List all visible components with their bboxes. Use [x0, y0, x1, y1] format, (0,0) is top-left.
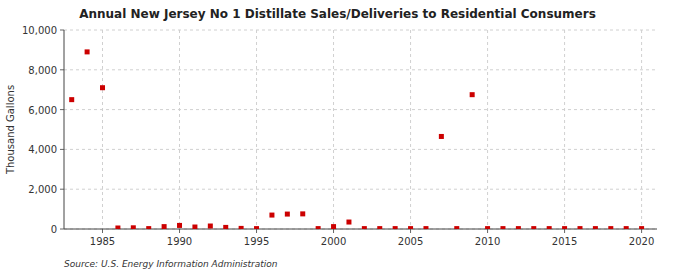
chart: Annual New Jersey No 1 Distillate Sales/… — [0, 0, 675, 275]
point — [346, 220, 351, 225]
y-tick — [60, 229, 64, 230]
x-tick — [641, 229, 642, 233]
y-grid-line — [64, 189, 657, 190]
y-tick-label: 10,000 — [22, 25, 57, 36]
y-axis-line — [64, 30, 65, 229]
point — [516, 226, 521, 229]
source-note: Source: U.S. Energy Information Administ… — [64, 259, 278, 269]
x-tick-label: 2005 — [398, 236, 423, 247]
x-grid-line — [256, 30, 257, 229]
y-tick — [60, 30, 64, 31]
y-axis-label: Thousand Gallons — [5, 85, 16, 175]
x-grid-line — [333, 30, 334, 229]
point — [408, 226, 413, 229]
point — [485, 226, 490, 229]
x-grid-line — [641, 30, 642, 229]
x-axis-line — [64, 229, 657, 230]
point — [131, 225, 136, 229]
point — [223, 225, 228, 229]
y-grid-line — [64, 149, 657, 150]
point — [285, 212, 290, 217]
point — [470, 92, 475, 97]
point — [362, 226, 367, 229]
point — [547, 226, 552, 229]
point — [562, 226, 567, 229]
x-grid-line — [102, 30, 103, 229]
x-grid-line — [410, 30, 411, 229]
y-tick-label: 8,000 — [28, 65, 57, 76]
point — [177, 223, 182, 228]
point — [593, 226, 598, 229]
point — [423, 226, 428, 229]
point — [608, 226, 613, 229]
point — [85, 49, 90, 54]
point — [639, 226, 644, 229]
x-grid-line — [487, 30, 488, 229]
x-tick — [564, 229, 565, 233]
x-grid-line — [564, 30, 565, 229]
point — [624, 226, 629, 229]
x-tick — [487, 229, 488, 233]
x-tick-label: 1995 — [244, 236, 269, 247]
point — [69, 97, 74, 102]
point — [500, 226, 505, 229]
x-tick — [179, 229, 180, 233]
y-tick-label: 6,000 — [28, 105, 57, 116]
point — [239, 226, 244, 229]
point — [208, 224, 213, 229]
y-grid-line — [64, 229, 657, 230]
grid — [64, 30, 657, 229]
x-tick-label: 2020 — [629, 236, 654, 247]
point — [162, 224, 167, 229]
point — [269, 213, 274, 218]
point — [146, 226, 151, 229]
x-tick-label: 2000 — [321, 236, 346, 247]
y-tick — [60, 109, 64, 110]
y-grid-line — [64, 109, 657, 110]
point — [115, 226, 120, 229]
x-tick — [102, 229, 103, 233]
x-tick — [410, 229, 411, 233]
y-tick-label: 2,000 — [28, 184, 57, 195]
x-grid-line — [179, 30, 180, 229]
x-tick — [333, 229, 334, 233]
x-tick-label: 2010 — [475, 236, 500, 247]
y-tick — [60, 149, 64, 150]
point — [393, 226, 398, 229]
points — [69, 49, 644, 229]
point — [100, 85, 105, 90]
x-tick-label: 1985 — [90, 236, 115, 247]
point — [300, 211, 305, 216]
point — [439, 134, 444, 139]
y-grid-line — [64, 30, 657, 31]
y-tick — [60, 189, 64, 190]
point — [531, 226, 536, 229]
y-tick — [60, 69, 64, 70]
point — [192, 225, 197, 229]
point — [331, 224, 336, 229]
y-tick-label: 4,000 — [28, 144, 57, 155]
x-tick — [256, 229, 257, 233]
point — [377, 226, 382, 229]
x-tick-label: 2015 — [552, 236, 577, 247]
x-tick-label: 1990 — [167, 236, 192, 247]
point — [316, 226, 321, 229]
title: Annual New Jersey No 1 Distillate Sales/… — [79, 7, 596, 21]
point — [254, 226, 259, 229]
y-grid-line — [64, 69, 657, 70]
point — [454, 226, 459, 229]
point — [577, 226, 582, 229]
y-tick-label: 0 — [51, 224, 57, 235]
